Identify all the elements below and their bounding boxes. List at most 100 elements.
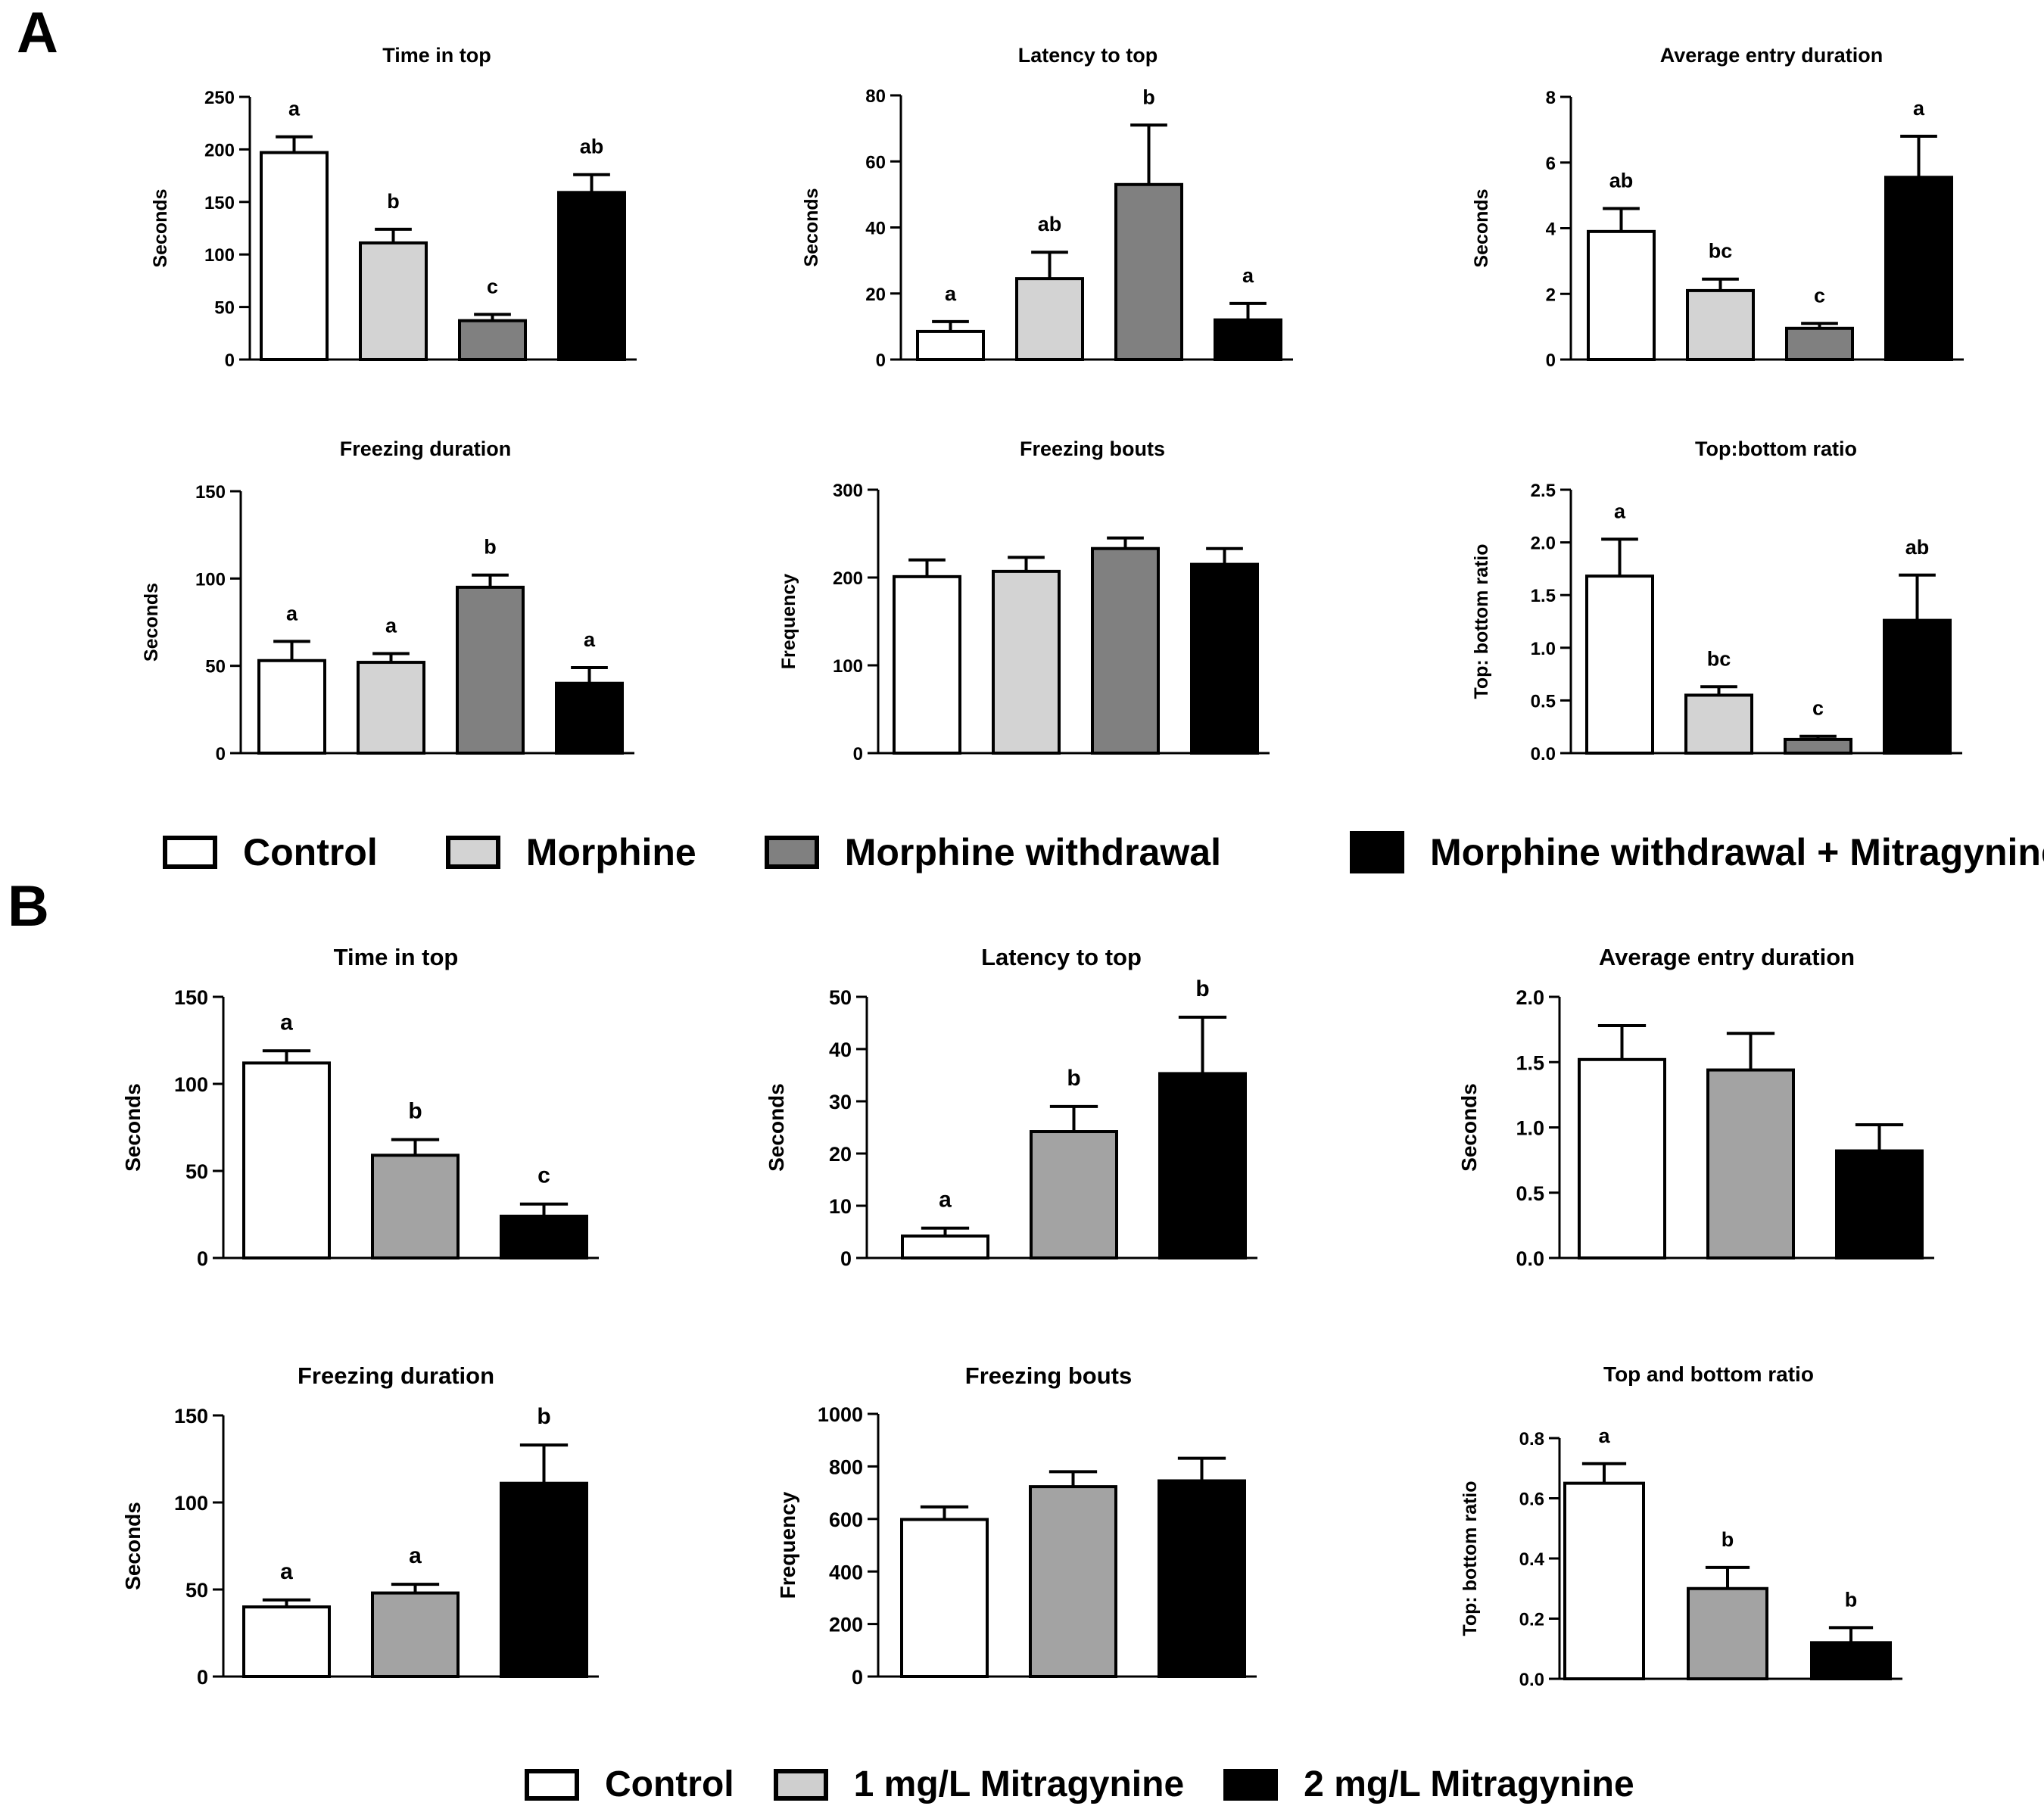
legend-swatch bbox=[163, 836, 217, 869]
y-tick-label: 40 bbox=[865, 219, 886, 239]
bar bbox=[916, 329, 985, 362]
bar bbox=[456, 585, 525, 755]
bar bbox=[371, 1591, 460, 1679]
chart-a-5: Freezing bouts Frequency 0 100 200 300 bbox=[778, 437, 1270, 764]
bar bbox=[1585, 574, 1654, 755]
y-tick-label: 600 bbox=[829, 1509, 863, 1531]
significance-label: a bbox=[280, 1559, 293, 1584]
bar bbox=[1015, 277, 1084, 361]
y-tick-label: 0 bbox=[197, 1666, 208, 1689]
bar bbox=[1686, 288, 1755, 362]
legend-panel-a: Control Morphine Morphine withdrawal Mor… bbox=[163, 830, 2044, 874]
y-axis-label: Seconds bbox=[1471, 188, 1492, 267]
y-tick-label: 100 bbox=[174, 1073, 208, 1096]
bar bbox=[1883, 618, 1952, 755]
y-tick-label: 150 bbox=[195, 482, 226, 503]
y-tick-label: 20 bbox=[865, 285, 886, 305]
y-tick-label: 1.5 bbox=[1516, 1051, 1544, 1074]
legend-label: 2 mg/L Mitragynine bbox=[1304, 1764, 1634, 1804]
y-tick-label: 100 bbox=[833, 656, 863, 677]
significance-label: b bbox=[1067, 1066, 1080, 1091]
legend-swatch bbox=[445, 836, 500, 869]
bar bbox=[992, 569, 1061, 755]
y-axis-label: Seconds bbox=[765, 1083, 788, 1172]
bar bbox=[1706, 1068, 1795, 1259]
chart-title: Average entry duration bbox=[1660, 44, 1884, 67]
y-tick-label: 0 bbox=[853, 744, 863, 764]
significance-label: a bbox=[1614, 500, 1626, 522]
y-tick-label: 4 bbox=[1546, 220, 1556, 240]
legend-swatch bbox=[1349, 831, 1404, 873]
y-tick-label: 0.6 bbox=[1519, 1490, 1544, 1510]
chart-title: Freezing duration bbox=[340, 437, 512, 460]
chart-b-1: Time in top Seconds 0 50 100 150 a b c bbox=[121, 944, 599, 1270]
y-axis-label: Seconds bbox=[141, 583, 162, 662]
bar bbox=[1810, 1641, 1892, 1681]
bar bbox=[1563, 1481, 1645, 1680]
y-tick-label: 150 bbox=[174, 986, 208, 1009]
significance-label: a bbox=[286, 602, 298, 624]
significance-label: b bbox=[1142, 86, 1155, 108]
chart-b-6: Top and bottom ratio Top: bottom ratio 0.0… bbox=[1460, 1362, 1902, 1690]
bar bbox=[900, 1518, 989, 1679]
y-tick-label: 0.0 bbox=[1519, 1670, 1544, 1690]
bar bbox=[1158, 1479, 1246, 1678]
bar bbox=[1785, 326, 1854, 362]
bar bbox=[458, 319, 527, 362]
y-axis-label: Frequency bbox=[776, 1491, 799, 1599]
y-tick-label: 1.0 bbox=[1516, 1117, 1544, 1140]
legend-label: Morphine withdrawal + Mitragynine bbox=[1429, 831, 2044, 873]
significance-label: a bbox=[288, 98, 301, 120]
y-tick-label: 0 bbox=[216, 744, 226, 764]
bar bbox=[359, 241, 428, 361]
significance-label: a bbox=[1242, 264, 1254, 287]
y-tick-label: 250 bbox=[204, 88, 235, 108]
chart-a-4: Freezing duration Seconds 0 50 100 150 a a b a bbox=[141, 437, 634, 764]
y-tick-label: 1.0 bbox=[1531, 639, 1556, 659]
legend-swatch bbox=[1223, 1768, 1279, 1801]
bar bbox=[1684, 693, 1753, 755]
chart-title: Top and bottom ratio bbox=[1603, 1362, 1814, 1386]
bar bbox=[1091, 546, 1160, 755]
bar bbox=[1190, 562, 1259, 755]
significance-label: bc bbox=[1707, 647, 1731, 670]
y-tick-label: 2.0 bbox=[1516, 986, 1544, 1009]
y-tick-label: 0 bbox=[840, 1247, 852, 1270]
y-tick-label: 0 bbox=[852, 1666, 863, 1689]
y-tick-label: 50 bbox=[185, 1579, 208, 1602]
bar bbox=[242, 1061, 331, 1260]
bar bbox=[1578, 1057, 1666, 1260]
y-axis-label: Top: bottom ratio bbox=[1460, 1481, 1481, 1636]
y-tick-label: 300 bbox=[833, 481, 863, 501]
bar bbox=[1029, 1485, 1117, 1679]
y-axis-label: Seconds bbox=[1457, 1083, 1481, 1172]
chart-title: Time in top bbox=[334, 944, 459, 970]
panel-label-a: A bbox=[17, 1, 58, 65]
significance-label: c bbox=[537, 1163, 550, 1188]
y-tick-label: 40 bbox=[829, 1038, 852, 1061]
bar bbox=[893, 574, 961, 755]
chart-title: Freezing bouts bbox=[965, 1362, 1132, 1389]
y-tick-label: 0.8 bbox=[1519, 1429, 1544, 1449]
bar bbox=[260, 151, 329, 361]
bar bbox=[1784, 737, 1852, 755]
bar bbox=[1214, 318, 1282, 361]
legend-item-morphine-withdrawal-mitragynine: Morphine withdrawal + Mitragynine bbox=[1349, 830, 2044, 874]
y-tick-label: 150 bbox=[174, 1405, 208, 1428]
panel-label-b: B bbox=[8, 874, 49, 939]
y-tick-label: 2.5 bbox=[1531, 481, 1556, 501]
chart-title: Freezing bouts bbox=[1020, 437, 1165, 460]
y-tick-label: 100 bbox=[174, 1492, 208, 1515]
significance-label: ab bbox=[1609, 169, 1634, 191]
bar bbox=[1587, 229, 1656, 361]
legend-item-control: Control bbox=[525, 1764, 734, 1805]
chart-a-6: Top:bottom ratio Top: bottom ratio 0.0 0.5 1… bbox=[1471, 437, 1962, 764]
y-tick-label: 50 bbox=[214, 298, 235, 319]
significance-label: a bbox=[409, 1543, 422, 1568]
legend-item-morphine-withdrawal: Morphine withdrawal bbox=[764, 830, 1221, 874]
y-tick-label: 200 bbox=[833, 568, 863, 589]
chart-title: Average entry duration bbox=[1599, 944, 1855, 970]
significance-label: b bbox=[1845, 1588, 1858, 1611]
bar bbox=[1835, 1149, 1924, 1260]
